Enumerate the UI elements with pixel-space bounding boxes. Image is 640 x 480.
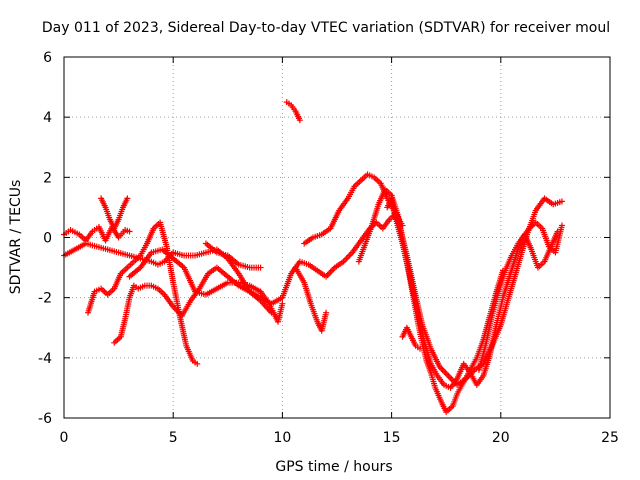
y-tick-label: 6 [43,50,52,66]
series-track-15 [399,324,423,352]
data-point [554,228,561,235]
x-axis-label: GPS time / hours [275,459,392,475]
y-axis-label: SDTVAR / TECUs [8,180,24,295]
chart-title: Day 011 of 2023, Sidereal Day-to-day VTE… [42,20,610,36]
y-tick-label: 4 [43,110,52,126]
y-tick-label: -4 [38,351,52,367]
series-track-2 [98,195,131,232]
series-track-7 [202,240,264,271]
data-point [124,195,131,202]
series-track-11 [292,264,330,334]
x-tick-label: 0 [60,430,69,446]
series-track-1 [61,223,133,244]
data-point [296,117,303,124]
y-tick-label: 2 [43,170,52,186]
series-track-16 [475,228,561,373]
data-point [558,222,565,229]
data-point [194,360,201,367]
x-tick-label: 15 [383,430,401,446]
series-track-9 [283,99,303,124]
series-track-6 [126,246,264,298]
y-tick-label: -6 [38,411,52,427]
x-tick-label: 25 [601,430,619,446]
grid [64,57,610,418]
series-track-8 [257,288,286,325]
data-point [126,228,133,235]
data-point [416,345,423,352]
data-point [558,198,565,205]
y-tick-label: 0 [43,231,52,247]
data-point [279,300,286,307]
x-tick-label: 5 [169,430,178,446]
y-tick-label: -2 [38,291,52,307]
axis-ticks: 0 5 10 15 20 25 -6 -4 -2 0 2 4 6 [38,50,619,446]
data-point [257,264,264,271]
data-point [323,309,330,316]
x-tick-label: 10 [273,430,291,446]
data-marks [61,99,565,415]
x-tick-label: 20 [492,430,510,446]
